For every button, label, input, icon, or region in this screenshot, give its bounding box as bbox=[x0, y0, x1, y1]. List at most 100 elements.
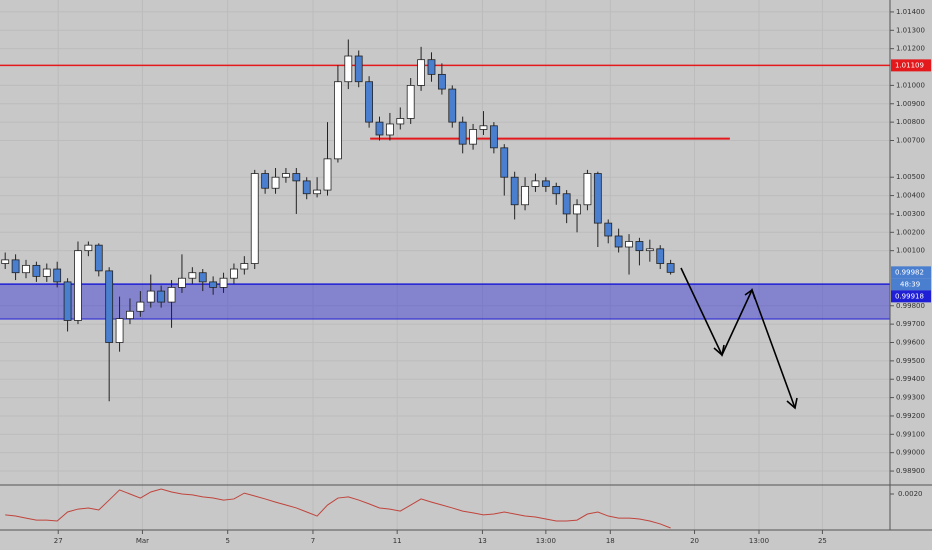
x-tick-label: 13 bbox=[478, 537, 487, 545]
y-tick-label: 1.00200 bbox=[896, 228, 925, 236]
y-tick-label: 1.00900 bbox=[896, 100, 925, 108]
y-tick-label: 0.99400 bbox=[896, 375, 925, 383]
level-label-box bbox=[891, 59, 931, 72]
candle-body bbox=[458, 121, 467, 145]
candle-body bbox=[323, 158, 332, 191]
x-tick-label: 20 bbox=[690, 537, 699, 545]
y-tick-label: 0.99800 bbox=[896, 302, 925, 310]
y-tick-label: 1.01200 bbox=[896, 45, 925, 53]
candle-body bbox=[22, 264, 30, 274]
candle-body bbox=[209, 281, 218, 288]
zone-label: 0.99918 bbox=[895, 292, 924, 300]
candle-body bbox=[448, 88, 457, 123]
candle-body bbox=[32, 264, 41, 277]
last-price-box bbox=[891, 266, 931, 279]
candle-body bbox=[1, 259, 10, 264]
countdown: 48:39 bbox=[900, 280, 920, 288]
candle-body bbox=[94, 244, 103, 272]
candle-body bbox=[334, 81, 342, 160]
x-tick-label: 13:00 bbox=[749, 537, 769, 545]
x-tick-label: Mar bbox=[136, 537, 149, 545]
candle-body bbox=[282, 173, 290, 178]
candle-body bbox=[136, 301, 145, 312]
candle-body bbox=[302, 180, 311, 195]
candle-body bbox=[344, 55, 353, 83]
x-tick-label: 27 bbox=[54, 537, 63, 545]
candle-body bbox=[146, 290, 155, 303]
y-tick-label: 0.99700 bbox=[896, 320, 925, 328]
y-tick-label: 1.00500 bbox=[896, 173, 925, 181]
candle-body bbox=[354, 55, 363, 83]
zone-label-box bbox=[891, 290, 931, 303]
y-tick-label: 1.00300 bbox=[896, 210, 925, 218]
candle-body bbox=[500, 147, 509, 178]
candle-body bbox=[63, 281, 72, 321]
candle-body bbox=[510, 176, 519, 206]
y-tick-label: 0.99600 bbox=[896, 338, 925, 346]
last-price-label: 0.99982 bbox=[895, 268, 924, 276]
candle-body bbox=[521, 185, 529, 206]
level-label: 1.01109 bbox=[895, 61, 924, 69]
candle-body bbox=[240, 263, 249, 270]
candle-body bbox=[313, 189, 322, 195]
y-tick-label: 1.00700 bbox=[896, 136, 925, 144]
candle-body bbox=[437, 73, 446, 90]
candle-body bbox=[604, 222, 613, 237]
candle-body bbox=[250, 173, 259, 264]
candle-body bbox=[625, 241, 633, 248]
candle-body bbox=[178, 277, 186, 288]
candle-body bbox=[417, 59, 425, 86]
axes: 1.01400 1.01300 1.01200 1.01000 1.00900 1.008… bbox=[54, 8, 931, 545]
candle-body bbox=[167, 287, 176, 303]
x-tick-label: 18 bbox=[606, 537, 615, 545]
y-tick-label: 1.01400 bbox=[896, 8, 925, 16]
arrow-head bbox=[744, 288, 756, 300]
arrow-head bbox=[713, 344, 725, 357]
candle-body bbox=[365, 81, 374, 123]
candle-body bbox=[562, 193, 571, 215]
candle-body bbox=[84, 244, 93, 252]
y-tick-label: 0.99300 bbox=[896, 394, 925, 402]
candle-body bbox=[198, 272, 207, 283]
candle-body bbox=[157, 290, 166, 303]
y-tick-label: 0.0020 bbox=[898, 490, 923, 498]
x-tick-label: 11 bbox=[393, 537, 402, 545]
countdown-box bbox=[891, 278, 931, 291]
y-tick-label: 0.99100 bbox=[896, 430, 925, 438]
x-tick-label: 7 bbox=[311, 537, 315, 545]
arrow-head bbox=[786, 397, 798, 410]
candle-body bbox=[261, 173, 270, 189]
y-tick-label: 1.00100 bbox=[896, 247, 925, 255]
candle-body bbox=[271, 176, 280, 189]
candle-body bbox=[292, 173, 301, 182]
candle-body bbox=[479, 125, 488, 130]
candle-body bbox=[614, 235, 623, 248]
candle-body bbox=[74, 250, 82, 321]
x-tick-label: 5 bbox=[225, 537, 229, 545]
candle-body bbox=[375, 121, 384, 136]
candle-body bbox=[656, 248, 665, 264]
candle-body bbox=[188, 272, 197, 279]
candle-body bbox=[552, 185, 561, 195]
candle-body bbox=[635, 241, 644, 252]
y-tick-label: 1.00400 bbox=[896, 192, 925, 200]
candle-body bbox=[541, 180, 550, 187]
candle-body bbox=[427, 59, 436, 75]
candle-body bbox=[583, 173, 592, 206]
candle-body bbox=[593, 173, 602, 224]
y-tick-label: 0.99000 bbox=[896, 449, 925, 457]
y-tick-label: 0.99200 bbox=[896, 412, 925, 420]
candle-body bbox=[469, 129, 477, 145]
candle-body bbox=[42, 268, 51, 277]
candle-body bbox=[573, 204, 581, 215]
candle-body bbox=[385, 123, 394, 136]
candle-body bbox=[406, 84, 415, 119]
grid bbox=[0, 0, 890, 530]
indicator-line bbox=[5, 488, 671, 529]
x-tick-label: 25 bbox=[818, 537, 827, 545]
plot bbox=[0, 39, 890, 529]
candle-body bbox=[53, 268, 62, 283]
y-tick-label: 1.01300 bbox=[896, 26, 925, 34]
